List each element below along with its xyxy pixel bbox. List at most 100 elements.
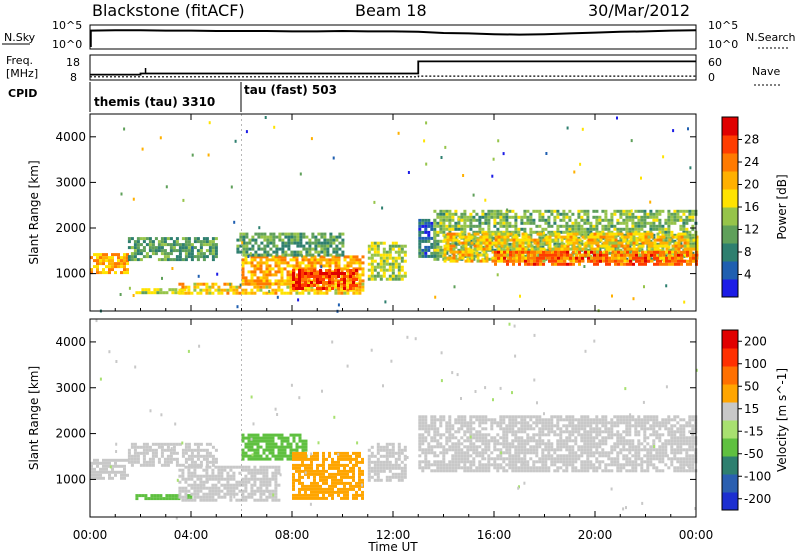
data-cell bbox=[523, 209, 527, 213]
data-cell bbox=[599, 259, 602, 263]
data-cell bbox=[298, 291, 302, 295]
data-cell bbox=[334, 288, 338, 292]
data-cell bbox=[142, 237, 146, 241]
data-cell bbox=[470, 256, 474, 260]
data-cell bbox=[346, 457, 349, 461]
data-cell bbox=[557, 232, 561, 236]
data-cell bbox=[418, 233, 422, 237]
data-cell bbox=[604, 227, 608, 231]
data-cell bbox=[199, 252, 203, 256]
data-cell bbox=[569, 241, 573, 245]
data-cell bbox=[478, 415, 482, 419]
data-cell bbox=[241, 258, 245, 262]
data-cell bbox=[541, 439, 545, 443]
data-cell bbox=[346, 475, 349, 479]
data-cell bbox=[566, 253, 569, 257]
data-cell bbox=[571, 221, 575, 225]
data-cell bbox=[445, 436, 449, 440]
data-cell bbox=[295, 264, 299, 268]
data-cell bbox=[346, 269, 349, 272]
data-cell bbox=[556, 212, 560, 216]
data-cell bbox=[460, 212, 464, 216]
data-cell bbox=[548, 235, 552, 239]
data-cell bbox=[640, 224, 644, 228]
data-cell bbox=[659, 244, 663, 248]
data-cell bbox=[598, 248, 602, 252]
data-cell bbox=[352, 275, 355, 278]
data-cell bbox=[193, 288, 197, 292]
data-cell bbox=[479, 259, 483, 263]
data-cell bbox=[322, 272, 325, 275]
data-cell bbox=[280, 267, 284, 271]
data-cell bbox=[253, 291, 257, 295]
data-cell bbox=[448, 215, 452, 219]
data-cell bbox=[472, 230, 476, 234]
data-cell bbox=[499, 221, 503, 225]
data-cell bbox=[385, 259, 389, 263]
data-cell bbox=[199, 489, 203, 493]
data-cell bbox=[644, 262, 647, 266]
data-cell bbox=[166, 252, 170, 256]
data-cell bbox=[523, 448, 527, 452]
data-cell bbox=[286, 454, 290, 458]
data-cell bbox=[346, 490, 349, 494]
data-cell bbox=[226, 489, 230, 493]
data-cell bbox=[340, 487, 343, 491]
data-cell bbox=[457, 439, 461, 443]
data-cell bbox=[554, 256, 557, 260]
scatter-point bbox=[491, 174, 494, 178]
data-cell bbox=[508, 215, 512, 219]
data-cell bbox=[593, 241, 597, 245]
data-cell bbox=[299, 235, 303, 239]
data-cell bbox=[120, 458, 123, 462]
data-cell bbox=[424, 436, 428, 440]
data-cell bbox=[280, 273, 284, 277]
data-cell bbox=[334, 279, 338, 283]
data-cell bbox=[262, 291, 266, 295]
data-cell bbox=[505, 218, 509, 222]
data-cell bbox=[391, 445, 395, 449]
data-cell bbox=[319, 469, 322, 473]
data-cell bbox=[130, 445, 134, 449]
data-cell bbox=[686, 238, 690, 242]
data-cell bbox=[524, 235, 528, 239]
data-cell bbox=[130, 255, 134, 259]
data-cell bbox=[271, 258, 275, 262]
data-cell bbox=[625, 230, 629, 234]
data-cell bbox=[602, 250, 606, 254]
data-cell bbox=[138, 291, 142, 295]
data-cell bbox=[241, 282, 245, 286]
data-cell bbox=[259, 492, 263, 496]
data-cell bbox=[259, 285, 263, 289]
data-cell bbox=[427, 239, 431, 243]
data-cell bbox=[607, 245, 611, 249]
data-cell bbox=[679, 215, 683, 219]
data-cell bbox=[538, 445, 542, 449]
data-cell bbox=[653, 247, 657, 251]
data-cell bbox=[509, 238, 513, 242]
data-cell bbox=[433, 239, 437, 243]
data-cell bbox=[355, 269, 358, 272]
data-cell bbox=[595, 218, 599, 222]
data-cell bbox=[485, 238, 489, 242]
data-cell bbox=[424, 448, 428, 452]
data-cell bbox=[467, 232, 471, 236]
data-cell bbox=[436, 245, 440, 249]
data-cell bbox=[277, 285, 281, 289]
data-cell bbox=[560, 256, 563, 260]
data-cell bbox=[299, 244, 303, 248]
data-cell bbox=[127, 255, 131, 259]
data-cell bbox=[445, 442, 449, 446]
data-cell bbox=[292, 282, 296, 286]
data-cell bbox=[257, 247, 261, 251]
data-cell bbox=[475, 218, 479, 222]
data-cell bbox=[325, 469, 328, 473]
data-cell bbox=[292, 272, 295, 275]
data-cell bbox=[631, 221, 635, 225]
data-cell bbox=[625, 227, 629, 231]
data-cell bbox=[445, 209, 449, 213]
data-cell bbox=[680, 235, 684, 239]
data-cell bbox=[181, 448, 185, 452]
data-cell bbox=[643, 221, 647, 225]
data-cell bbox=[466, 454, 470, 458]
